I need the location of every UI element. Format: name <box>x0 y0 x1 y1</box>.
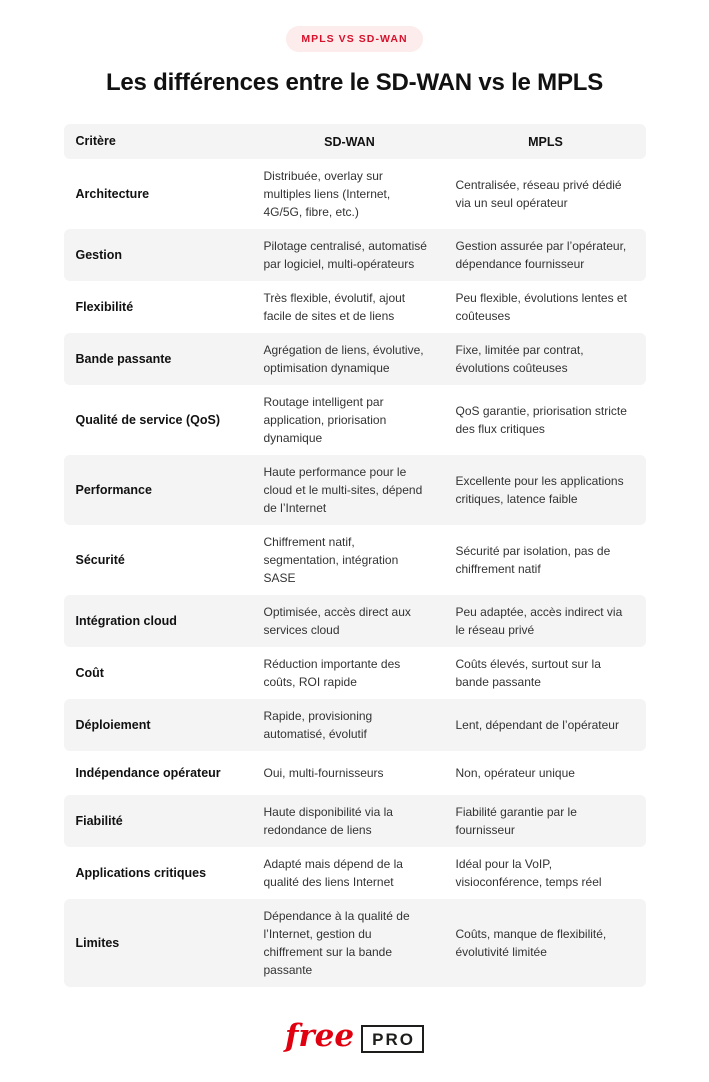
row-criterion-label: Limites <box>75 935 120 950</box>
row-criterion-label: Coût <box>75 665 104 680</box>
table-row: Coût Réduction importante des coûts, ROI… <box>64 647 646 699</box>
row-sdwan-value: Distribuée, overlay sur multiples liens … <box>263 169 391 219</box>
row-sdwan-value: Rapide, provisioning automatisé, évoluti… <box>263 709 373 741</box>
table-row: Bande passante Agrégation de liens, évol… <box>63 333 646 385</box>
table-row: Fiabilité Haute disponibilité via la red… <box>63 795 646 847</box>
row-mpls-value: Coûts élevés, surtout sur la bande passa… <box>455 657 601 689</box>
row-sdwan-value: Agrégation de liens, évolutive, optimisa… <box>263 343 424 375</box>
row-criterion-label: Fiabilité <box>75 813 123 828</box>
table-row: Sécurité Chiffrement natif, segmentation… <box>64 525 646 595</box>
row-criterion-label: Bande passante <box>75 351 172 366</box>
row-sdwan-value: Très flexible, évolutif, ajout facile de… <box>263 291 406 323</box>
row-criterion-label: Sécurité <box>75 552 125 567</box>
row-sdwan-value: Oui, multi-fournisseurs <box>263 766 384 780</box>
row-criterion-label: Flexibilité <box>75 299 134 314</box>
row-criterion-label: Applications critiques <box>75 865 207 880</box>
header-sdwan: SD-WAN <box>324 134 375 149</box>
table-row: Intégration cloud Optimisée, accès direc… <box>63 595 646 647</box>
row-sdwan-value: Réduction importante des coûts, ROI rapi… <box>263 657 401 689</box>
row-sdwan-value: Haute performance pour le cloud et le mu… <box>263 465 423 515</box>
table-row: Flexibilité Très flexible, évolutif, ajo… <box>64 281 646 333</box>
table-row: Limites Dépendance à la qualité de l’Int… <box>63 899 646 987</box>
row-criterion-label: Déploiement <box>75 717 151 732</box>
row-criterion-label: Gestion <box>75 247 123 262</box>
topic-badge: MPLS VS SD-WAN <box>286 26 423 52</box>
row-sdwan-value: Haute disponibilité via la redondance de… <box>263 805 393 837</box>
row-criterion-label: Intégration cloud <box>75 613 177 628</box>
row-mpls-value: Fiabilité garantie par le fournisseur <box>455 805 577 837</box>
header-mpls: MPLS <box>528 134 563 149</box>
row-sdwan-value: Dépendance à la qualité de l’Internet, g… <box>263 909 410 977</box>
row-mpls-value: Coûts, manque de flexibilité, évolutivit… <box>455 927 607 959</box>
row-sdwan-value: Chiffrement natif, segmentation, intégra… <box>263 535 399 585</box>
row-mpls-value: Peu adaptée, accès indirect via le résea… <box>455 605 623 637</box>
row-sdwan-value: Adapté mais dépend de la qualité des lie… <box>263 857 403 889</box>
row-sdwan-value: Optimisée, accès direct aux services clo… <box>263 605 411 637</box>
table-header-row: Critère SD-WAN MPLS <box>63 124 646 159</box>
row-mpls-value: Peu flexible, évolutions lentes et coûte… <box>455 291 627 323</box>
pro-badge: PRO <box>361 1024 424 1053</box>
table-row: Indépendance opérateur Oui, multi-fourni… <box>64 751 646 795</box>
table-body: Architecture Distribuée, overlay sur mul… <box>63 159 646 987</box>
row-sdwan-value: Routage intelligent par application, pri… <box>263 395 387 445</box>
row-mpls-value: Centralisée, réseau privé dédié via un s… <box>455 178 622 210</box>
table-row: Qualité de service (QoS) Routage intelli… <box>64 385 646 455</box>
row-criterion-label: Qualité de service (QoS) <box>75 412 221 427</box>
row-criterion-label: Performance <box>75 482 152 497</box>
table-row: Performance Haute performance pour le cl… <box>63 455 646 525</box>
row-mpls-value: Non, opérateur unique <box>455 766 575 780</box>
comparison-table: Critère SD-WAN MPLS Architecture Distrib… <box>63 124 646 987</box>
row-mpls-value: Fixe, limitée par contrat, évolutions co… <box>455 343 584 375</box>
row-mpls-value: Lent, dépendant de l’opérateur <box>455 718 619 732</box>
row-criterion-label: Architecture <box>75 186 150 201</box>
header-critere: Critère <box>75 134 116 149</box>
row-mpls-value: Sécurité par isolation, pas de chiffreme… <box>455 544 611 576</box>
free-brand-logo: free <box>285 1018 355 1054</box>
table-row: Applications critiques Adapté mais dépen… <box>64 847 646 899</box>
row-mpls-value: QoS garantie, priorisation stricte des f… <box>455 404 627 436</box>
row-criterion-label: Indépendance opérateur <box>75 765 221 780</box>
page-title: Les différences entre le SD-WAN vs le MP… <box>105 69 604 96</box>
table-row: Déploiement Rapide, provisioning automat… <box>63 699 646 751</box>
table-row: Architecture Distribuée, overlay sur mul… <box>64 159 646 229</box>
row-mpls-value: Excellente pour les applications critiqu… <box>455 474 624 506</box>
footer-logo: free PRO <box>285 1021 424 1056</box>
row-mpls-value: Gestion assurée par l’opérateur, dépenda… <box>455 239 627 271</box>
table-row: Gestion Pilotage centralisé, automatisé … <box>63 229 646 281</box>
row-sdwan-value: Pilotage centralisé, automatisé par logi… <box>263 239 427 271</box>
row-mpls-value: Idéal pour la VoIP, visioconférence, tem… <box>455 857 602 889</box>
